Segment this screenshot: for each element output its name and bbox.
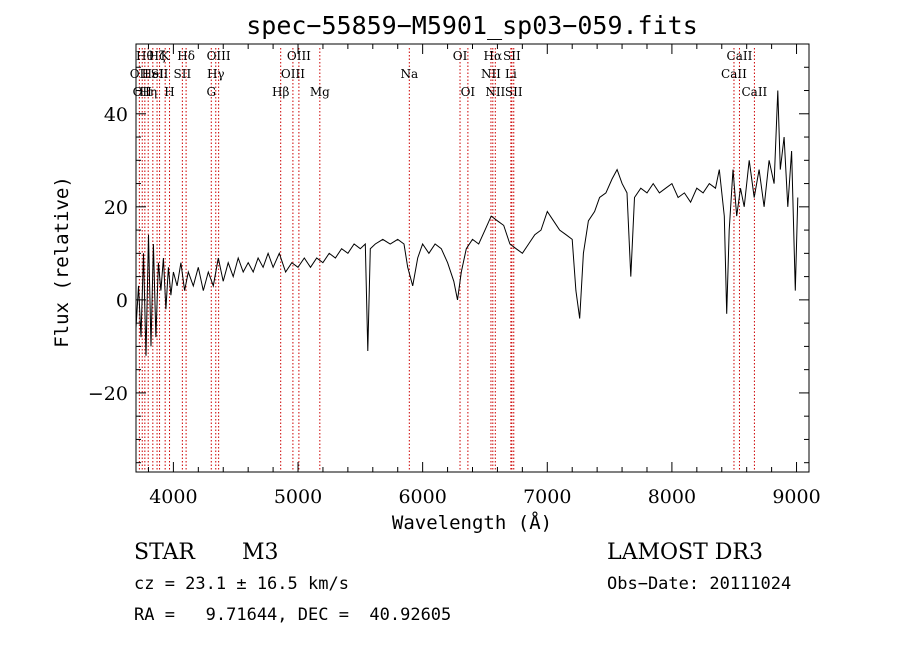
y-tick-label-0: −20 [88, 383, 128, 405]
obs-date-text: Obs−Date: 20111024 [607, 574, 791, 594]
line-label-18: Na [400, 67, 418, 81]
line-label-15: OIII [281, 67, 305, 81]
x-tick-labels: 4000 5000 6000 7000 8000 9000 [149, 486, 821, 508]
line-label-11: G [206, 85, 216, 99]
emission-line-labels: OIIOIIHθHηHeIHζSIIKHSIIHδGHγOIIIHβOIIIOI… [130, 49, 768, 99]
line-label-26: SII [505, 85, 523, 99]
line-label-24: Li [505, 67, 517, 81]
line-label-7: K [161, 49, 171, 63]
line-label-16: OIII [287, 49, 311, 63]
x-tick-label-3: 7000 [523, 486, 571, 508]
redshift-text: cz = 23.1 ± 16.5 km/s [134, 574, 349, 594]
x-axis-label: Wavelength (Å) [392, 511, 552, 534]
x-tick-label-1: 5000 [274, 486, 322, 508]
line-label-29: CaII [741, 85, 767, 99]
line-label-25: SII [503, 49, 521, 63]
line-label-3: Hη [139, 85, 157, 99]
survey-name: LAMOST DR3 [607, 540, 763, 565]
y-tick-label-3: 40 [104, 104, 128, 126]
line-label-4: HeI [142, 67, 165, 81]
y-tick-label-2: 20 [104, 197, 128, 219]
line-label-0: OII [130, 67, 150, 81]
line-label-12: Hγ [207, 67, 225, 81]
chart-title: spec−55859−M5901_sp03−059.fits [246, 11, 698, 40]
object-class: STAR [134, 540, 196, 565]
line-label-1: OII [133, 85, 153, 99]
axis-ticks [136, 43, 809, 472]
line-label-2: Hθ [136, 49, 154, 63]
object-subclass: M3 [242, 540, 279, 565]
line-label-20: OI [461, 85, 476, 99]
line-label-9: SII [174, 67, 192, 81]
line-label-27: CaII [721, 67, 747, 81]
line-label-28: CaII [727, 49, 753, 63]
line-label-8: H [164, 85, 174, 99]
plot-frame [135, 43, 810, 473]
line-label-21: NII [481, 67, 501, 81]
line-label-19: OI [453, 49, 468, 63]
x-tick-label-4: 8000 [648, 486, 696, 508]
coordinates-text: RA = 9.71644, DEC = 40.92605 [134, 605, 451, 625]
spectrum-line-0 [135, 90, 799, 356]
line-label-6: SII [151, 67, 169, 81]
x-tick-label-0: 4000 [149, 486, 197, 508]
line-label-23: NII [485, 85, 505, 99]
y-tick-label-1: 0 [116, 290, 128, 312]
line-label-14: Hβ [272, 85, 289, 99]
line-label-22: Hα [484, 49, 503, 63]
y-tick-labels: −20 0 20 40 [88, 104, 128, 405]
y-axis-label: Flux (relative) [51, 176, 73, 348]
emission-line-markers [138, 48, 755, 472]
line-label-5: Hζ [149, 49, 166, 63]
x-tick-label-2: 6000 [398, 486, 446, 508]
x-tick-label-5: 9000 [772, 486, 820, 508]
line-label-17: Mg [310, 85, 330, 99]
line-label-13: OIII [207, 49, 231, 63]
line-label-10: Hδ [177, 49, 195, 63]
spectrum-layer [135, 90, 799, 356]
